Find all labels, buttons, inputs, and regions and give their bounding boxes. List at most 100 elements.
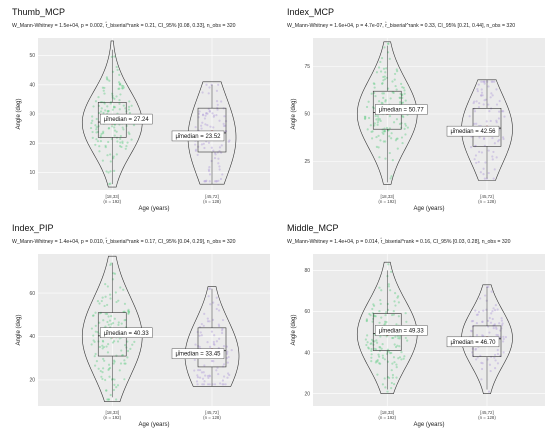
data-point bbox=[401, 96, 404, 100]
data-point bbox=[490, 290, 493, 293]
data-point bbox=[380, 57, 384, 60]
data-point bbox=[369, 314, 372, 317]
data-point bbox=[403, 127, 406, 130]
chart-stats: W_Mann-Whitney = 1.4e+04, p = 0.014, r̂_… bbox=[287, 238, 511, 245]
chart-panel-3: Index_PIP W_Mann-Whitney = 1.4e+04, p = 0… bbox=[0, 216, 275, 432]
data-point bbox=[474, 144, 477, 147]
data-point bbox=[502, 110, 505, 113]
median-label-box bbox=[375, 325, 428, 336]
data-point bbox=[212, 301, 215, 304]
data-point bbox=[200, 124, 203, 127]
data-point bbox=[91, 136, 94, 139]
data-point bbox=[115, 95, 118, 98]
data-point bbox=[388, 57, 391, 60]
data-point bbox=[104, 325, 107, 328]
data-point bbox=[98, 145, 101, 148]
data-point bbox=[480, 151, 484, 154]
data-point bbox=[400, 136, 404, 139]
data-point bbox=[91, 314, 95, 317]
data-point bbox=[395, 137, 398, 140]
data-point bbox=[388, 115, 392, 118]
x-tick-count: (n = 192) bbox=[103, 415, 121, 420]
data-point bbox=[402, 86, 405, 90]
data-point bbox=[383, 358, 386, 361]
data-point bbox=[395, 363, 398, 366]
data-point bbox=[480, 94, 483, 97]
data-point bbox=[228, 139, 231, 142]
data-point bbox=[389, 97, 392, 100]
data-point bbox=[220, 331, 224, 335]
data-point bbox=[481, 320, 484, 324]
data-point bbox=[102, 357, 105, 361]
data-point bbox=[364, 115, 367, 119]
y-axis-label: Angle (deg) bbox=[291, 314, 297, 345]
data-point bbox=[383, 377, 386, 380]
data-point bbox=[480, 88, 483, 91]
data-point bbox=[102, 367, 105, 370]
data-point bbox=[103, 359, 106, 362]
data-point bbox=[500, 327, 503, 330]
data-point bbox=[221, 383, 224, 386]
median-label: μ̂median = 23.52 bbox=[176, 134, 222, 140]
data-point bbox=[119, 286, 122, 289]
data-point bbox=[204, 114, 207, 117]
data-point bbox=[375, 71, 379, 74]
data-point bbox=[193, 369, 196, 372]
data-point bbox=[120, 84, 124, 87]
data-point bbox=[101, 159, 104, 162]
data-point bbox=[101, 296, 104, 299]
data-point bbox=[482, 80, 485, 83]
data-point bbox=[116, 140, 119, 143]
data-point bbox=[397, 357, 400, 360]
data-point bbox=[212, 126, 215, 129]
data-point bbox=[502, 137, 505, 141]
data-point bbox=[201, 383, 204, 386]
data-point bbox=[406, 126, 409, 129]
data-point bbox=[193, 358, 196, 361]
data-point bbox=[105, 389, 108, 392]
data-point bbox=[211, 112, 214, 115]
x-tick-count: (n = 192) bbox=[103, 199, 121, 204]
data-point bbox=[489, 119, 492, 123]
median-label: μ̂median = 46.70 bbox=[451, 340, 497, 346]
data-point bbox=[117, 299, 120, 302]
chart-panel-2: Index_MCP W_Mann-Whitney = 1.6e+04, p = 4… bbox=[275, 0, 550, 216]
data-point bbox=[406, 339, 409, 342]
data-point bbox=[488, 109, 491, 113]
data-point bbox=[217, 83, 220, 86]
data-point bbox=[105, 170, 108, 173]
data-point bbox=[503, 115, 506, 118]
data-point bbox=[391, 159, 394, 162]
data-point bbox=[476, 90, 479, 93]
data-point bbox=[94, 352, 97, 356]
data-point bbox=[119, 137, 122, 140]
chart-stats: W_Mann-Whitney = 1.4e+04, p = 0.010, r̂_… bbox=[12, 238, 236, 245]
x-tick-label: [18,33] bbox=[106, 194, 119, 199]
data-point bbox=[221, 173, 224, 176]
y-tick-label: 20 bbox=[29, 141, 35, 147]
data-point bbox=[390, 387, 393, 390]
data-point bbox=[395, 118, 399, 121]
data-point bbox=[218, 337, 221, 340]
data-point bbox=[378, 286, 381, 289]
data-point bbox=[404, 133, 407, 136]
chart-stats: W_Mann-Whitney = 1.5e+04, p = 0.002, r̂_… bbox=[12, 22, 236, 29]
data-point bbox=[495, 103, 499, 106]
data-point bbox=[381, 92, 384, 95]
data-point bbox=[119, 93, 122, 96]
median-label-box bbox=[446, 336, 500, 348]
data-point bbox=[373, 122, 376, 125]
data-point bbox=[119, 134, 122, 138]
data-point bbox=[491, 158, 494, 161]
data-point bbox=[378, 321, 381, 324]
data-point bbox=[209, 125, 212, 128]
data-point bbox=[130, 104, 133, 107]
data-point bbox=[200, 143, 203, 146]
data-point bbox=[381, 82, 384, 85]
data-point bbox=[102, 131, 105, 135]
data-point bbox=[109, 262, 113, 265]
data-point bbox=[403, 355, 406, 358]
data-point bbox=[203, 380, 206, 383]
data-point bbox=[385, 311, 388, 314]
data-point bbox=[200, 334, 203, 337]
